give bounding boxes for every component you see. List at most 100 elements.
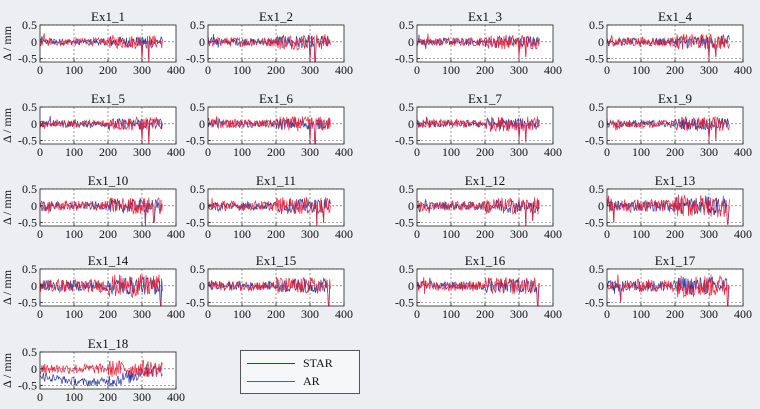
- y-tick-label: 0: [199, 199, 205, 213]
- x-tick-label: 100: [442, 63, 460, 77]
- x-tick-label: 400: [167, 145, 185, 159]
- series-line-ar: [416, 33, 540, 59]
- y-axis-label: Δ / mm: [0, 107, 14, 143]
- series-line-ar: [416, 276, 540, 307]
- panel-title: Ex1_15: [256, 253, 296, 268]
- x-tick-label: 300: [700, 307, 718, 321]
- legend-swatch-star: [247, 362, 295, 364]
- x-tick-label: 0: [604, 145, 610, 159]
- x-tick-label: 300: [133, 307, 151, 321]
- x-tick-label: 0: [37, 63, 43, 77]
- y-axis-label: Δ / mm: [0, 189, 14, 225]
- series-line-star: [207, 279, 331, 307]
- series-line-star: [207, 198, 331, 227]
- x-tick-label: 200: [267, 63, 285, 77]
- x-tick-label: 0: [414, 145, 420, 159]
- y-tick-label: 0.5: [190, 262, 205, 276]
- x-tick-label: 300: [133, 227, 151, 241]
- y-tick-label: 0.5: [22, 345, 37, 359]
- x-tick-label: 400: [544, 307, 562, 321]
- y-tick-label: 0.5: [190, 182, 205, 196]
- series-line-ar: [606, 116, 730, 141]
- y-tick-label: 0.5: [399, 182, 414, 196]
- y-tick-label: -0.5: [585, 216, 604, 230]
- y-tick-label: 0.5: [22, 18, 37, 32]
- y-tick-label: 0.5: [22, 262, 37, 276]
- y-tick-label: -0.5: [186, 296, 205, 310]
- x-tick-label: 400: [335, 145, 353, 159]
- panel-title: Ex1_1: [91, 9, 125, 24]
- x-tick-label: 0: [604, 63, 610, 77]
- x-tick-label: 400: [167, 307, 185, 321]
- x-tick-label: 100: [65, 145, 83, 159]
- x-tick-label: 0: [604, 227, 610, 241]
- y-tick-label: -0.5: [186, 134, 205, 148]
- x-tick-label: 200: [476, 145, 494, 159]
- x-tick-label: 200: [99, 227, 117, 241]
- y-tick-label: -0.5: [395, 52, 414, 66]
- x-tick-label: 100: [632, 63, 650, 77]
- x-tick-label: 200: [99, 145, 117, 159]
- panel-title: Ex1_14: [88, 253, 129, 268]
- series-line-ar: [39, 274, 163, 307]
- x-tick-label: 200: [99, 390, 117, 404]
- x-tick-label: 0: [205, 63, 211, 77]
- y-tick-label: -0.5: [18, 296, 37, 310]
- y-tick-label: -0.5: [395, 216, 414, 230]
- y-tick-label: 0: [31, 199, 37, 213]
- y-tick-label: -0.5: [585, 296, 604, 310]
- x-tick-label: 200: [267, 307, 285, 321]
- x-tick-label: 100: [442, 145, 460, 159]
- series-line-ar: [416, 197, 540, 227]
- series-line-star: [416, 277, 540, 307]
- x-tick-label: 100: [233, 227, 251, 241]
- panel-title: Ex1_18: [88, 336, 128, 351]
- panel-title: Ex1_4: [658, 9, 692, 24]
- x-tick-label: 300: [133, 63, 151, 77]
- legend-label-ar: AR: [303, 373, 320, 388]
- panel-title: Ex1_2: [259, 9, 293, 24]
- x-tick-label: 300: [700, 63, 718, 77]
- x-tick-label: 400: [734, 63, 752, 77]
- x-tick-label: 100: [233, 63, 251, 77]
- x-tick-label: 300: [301, 227, 319, 241]
- y-tick-label: 0: [31, 117, 37, 131]
- x-tick-label: 300: [133, 390, 151, 404]
- x-tick-label: 300: [510, 307, 528, 321]
- x-tick-label: 0: [37, 390, 43, 404]
- x-tick-label: 400: [335, 63, 353, 77]
- x-tick-label: 400: [734, 227, 752, 241]
- x-tick-label: 200: [476, 307, 494, 321]
- chart-legend: STAR AR: [240, 350, 360, 394]
- x-tick-label: 400: [544, 227, 562, 241]
- panel-title: Ex1_16: [465, 253, 506, 268]
- x-tick-label: 0: [205, 145, 211, 159]
- y-tick-label: 0.5: [589, 18, 604, 32]
- x-tick-label: 100: [65, 227, 83, 241]
- x-tick-label: 200: [99, 307, 117, 321]
- y-tick-label: 0.5: [22, 182, 37, 196]
- series-line-star: [39, 276, 163, 307]
- series-line-ar: [39, 359, 163, 378]
- y-tick-label: 0: [199, 35, 205, 49]
- x-tick-label: 0: [604, 307, 610, 321]
- panel-title: Ex1_13: [655, 173, 695, 188]
- legend-entry-star: STAR: [247, 355, 333, 371]
- x-tick-label: 400: [734, 145, 752, 159]
- series-line-ar: [207, 276, 331, 307]
- legend-entry-ar: AR: [247, 373, 320, 389]
- panel-title: Ex1_3: [468, 9, 502, 24]
- y-tick-label: 0: [199, 117, 205, 131]
- x-tick-label: 300: [301, 63, 319, 77]
- y-tick-label: 0: [408, 279, 414, 293]
- x-tick-label: 200: [99, 63, 117, 77]
- y-tick-label: -0.5: [18, 52, 37, 66]
- x-tick-label: 300: [133, 145, 151, 159]
